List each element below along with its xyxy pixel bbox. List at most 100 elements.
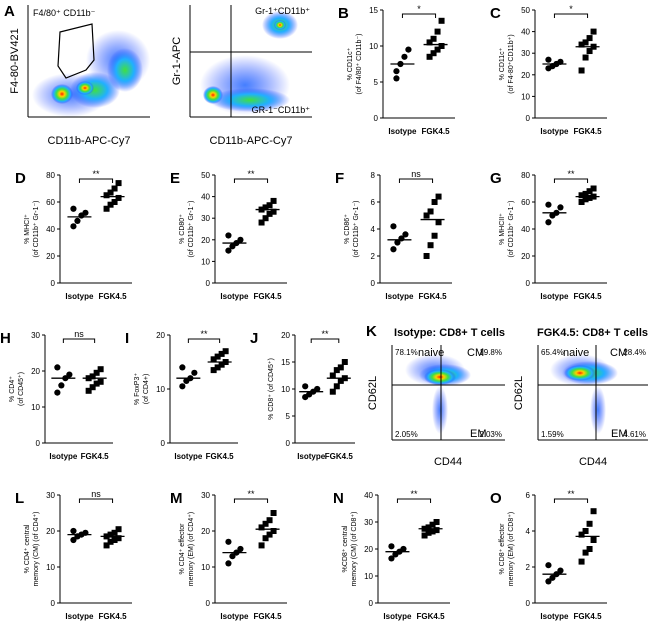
data-point-fgk-h bbox=[85, 387, 92, 394]
panel-label-l: L bbox=[15, 490, 24, 507]
data-point-isotype-i bbox=[179, 383, 186, 390]
panel-label-d: D bbox=[15, 170, 26, 187]
dot-plot-l: L 0 10 20 30 % CD4⁺ central memory (CM) (of CD… bbox=[15, 489, 132, 621]
data-point-fgk-i bbox=[222, 348, 229, 355]
data-point-fgk-d bbox=[111, 199, 118, 205]
significance-bracket-e bbox=[233, 178, 269, 183]
panel-label-k: K bbox=[366, 323, 377, 340]
category-label-e: FGK4.5 bbox=[254, 292, 283, 301]
data-point-fgk-m bbox=[262, 535, 269, 542]
significance-bracket-o bbox=[553, 498, 589, 503]
k-iso-xlabel: CD44 bbox=[434, 456, 462, 468]
y-tick-label-o: 4 bbox=[526, 527, 531, 536]
category-label-i: FGK4.5 bbox=[206, 452, 235, 461]
data-point-fgk-e bbox=[266, 210, 273, 217]
data-point-isotype-b bbox=[393, 75, 400, 82]
dot-plot-n: N 0 10 20 30 40 %CD8⁺ central memory (CM) (of C… bbox=[333, 489, 450, 621]
data-point-isotype-j bbox=[302, 383, 309, 390]
data-point-fgk-b bbox=[434, 28, 441, 35]
gate-label-f480: F4/80⁺ CD11b⁻ bbox=[33, 8, 96, 18]
y-tick-label-m: 20 bbox=[201, 527, 210, 536]
data-point-fgk-g bbox=[578, 199, 585, 205]
k-fgk-em-label: EM bbox=[611, 428, 628, 440]
data-point-isotype-f bbox=[390, 223, 397, 230]
data-point-fgk-g bbox=[582, 190, 589, 197]
dot-plot-j: J 0 5 10 15 20 % CD8⁺ (of CD45⁺) Isotype FGK4.5 *… bbox=[250, 329, 355, 461]
data-point-fgk-m bbox=[258, 542, 265, 549]
y-axis-label-i: % FoxP3⁺ bbox=[134, 373, 141, 405]
y-axis-label-o: memory (EM) (of CD8⁺) bbox=[508, 512, 515, 586]
data-point-fgk-e bbox=[262, 215, 269, 222]
data-point-fgk-l bbox=[107, 538, 114, 545]
data-point-isotype-i bbox=[179, 364, 186, 371]
data-point-fgk-c bbox=[582, 39, 589, 46]
y-tick-label-b: 15 bbox=[369, 6, 378, 15]
data-point-fgk-m bbox=[266, 531, 273, 538]
data-point-fgk-j bbox=[329, 372, 336, 379]
data-point-fgk-c bbox=[590, 28, 597, 35]
data-point-fgk-i bbox=[214, 353, 221, 360]
data-point-fgk-d bbox=[107, 189, 114, 196]
y-tick-label-i: 0 bbox=[161, 439, 166, 448]
k-iso-ylabel: CD62L bbox=[367, 376, 379, 410]
data-point-fgk-h bbox=[89, 384, 96, 391]
y-tick-label-l: 0 bbox=[51, 599, 56, 608]
y-tick-label-f: 2 bbox=[371, 252, 376, 261]
data-point-isotype-b bbox=[405, 46, 412, 53]
data-point-fgk-j bbox=[333, 383, 340, 390]
y-tick-label-c: 10 bbox=[521, 92, 530, 101]
y-tick-label-n: 20 bbox=[364, 545, 373, 554]
data-point-fgk-n bbox=[425, 524, 432, 531]
y-tick-label-h: 10 bbox=[31, 403, 40, 412]
y-axis-label-a2: Gr-1-APC bbox=[171, 37, 183, 85]
panel-label-j: J bbox=[250, 330, 258, 347]
data-point-isotype-b bbox=[393, 68, 400, 75]
data-point-fgk-g bbox=[586, 188, 593, 195]
dot-plot-g: G 0 20 40 60 80 % MHCII⁺ (of CD11b⁺ Gr-1⁻) Isoty… bbox=[490, 169, 607, 301]
y-tick-label-f: 6 bbox=[371, 198, 376, 207]
category-label-f: FGK4.5 bbox=[419, 292, 448, 301]
data-point-fgk-c bbox=[586, 48, 593, 55]
panel-label-m: M bbox=[170, 490, 183, 507]
y-axis-label-l: % CD4⁺ central bbox=[24, 524, 31, 573]
data-point-isotype-g bbox=[545, 201, 552, 208]
panel-label-i: I bbox=[125, 330, 129, 347]
data-point-isotype-o bbox=[557, 567, 564, 574]
y-tick-label-o: 6 bbox=[526, 491, 531, 500]
category-label-g: FGK4.5 bbox=[574, 292, 603, 301]
data-point-fgk-f bbox=[435, 219, 442, 226]
dot-plot-o: O 0 2 4 6 % CD8⁺ effector memory (EM) (of CD8⁺… bbox=[490, 489, 607, 621]
data-point-fgk-l bbox=[111, 537, 118, 543]
significance-bracket-f bbox=[398, 178, 434, 183]
k-iso-dn-pct: 2.05% bbox=[395, 430, 418, 439]
data-point-fgk-c bbox=[586, 35, 593, 42]
data-point-isotype-g bbox=[545, 219, 552, 226]
data-point-fgk-m bbox=[266, 517, 273, 524]
data-point-fgk-b bbox=[430, 35, 437, 42]
data-point-isotype-h bbox=[54, 364, 61, 371]
y-tick-label-n: 30 bbox=[364, 518, 373, 527]
k-title-fgk: FGK4.5: CD8+ T cells bbox=[537, 327, 648, 339]
y-tick-label-c: 50 bbox=[521, 6, 530, 15]
data-point-fgk-b bbox=[426, 39, 433, 46]
x-axis-label-a1: CD11b-APC-Cy7 bbox=[48, 135, 131, 147]
y-tick-label-g: 60 bbox=[521, 198, 530, 207]
data-point-isotype-d bbox=[70, 205, 77, 212]
data-point-fgk-b bbox=[438, 43, 445, 49]
data-point-isotype-e bbox=[225, 247, 232, 254]
x-axis-label-a2: CD11b-APC-Cy7 bbox=[210, 135, 293, 147]
y-tick-label-n: 10 bbox=[364, 572, 373, 581]
y-axis-label-g: (of CD11b⁺ Gr-1⁻) bbox=[508, 200, 515, 257]
panel-label-e: E bbox=[170, 170, 180, 187]
y-tick-label-m: 0 bbox=[206, 599, 211, 608]
k-iso-naive-pct: 78.1% bbox=[395, 348, 418, 357]
category-label-c: FGK4.5 bbox=[574, 127, 603, 136]
panel-label-f: F bbox=[335, 170, 344, 187]
category-label-h: FGK4.5 bbox=[81, 452, 110, 461]
data-point-fgk-o bbox=[582, 528, 589, 534]
y-tick-label-f: 8 bbox=[371, 171, 376, 180]
data-point-fgk-l bbox=[115, 526, 122, 533]
data-point-fgk-f bbox=[431, 232, 438, 239]
y-axis-label-h: (of CD45⁺) bbox=[18, 372, 25, 406]
data-point-fgk-d bbox=[115, 194, 122, 201]
